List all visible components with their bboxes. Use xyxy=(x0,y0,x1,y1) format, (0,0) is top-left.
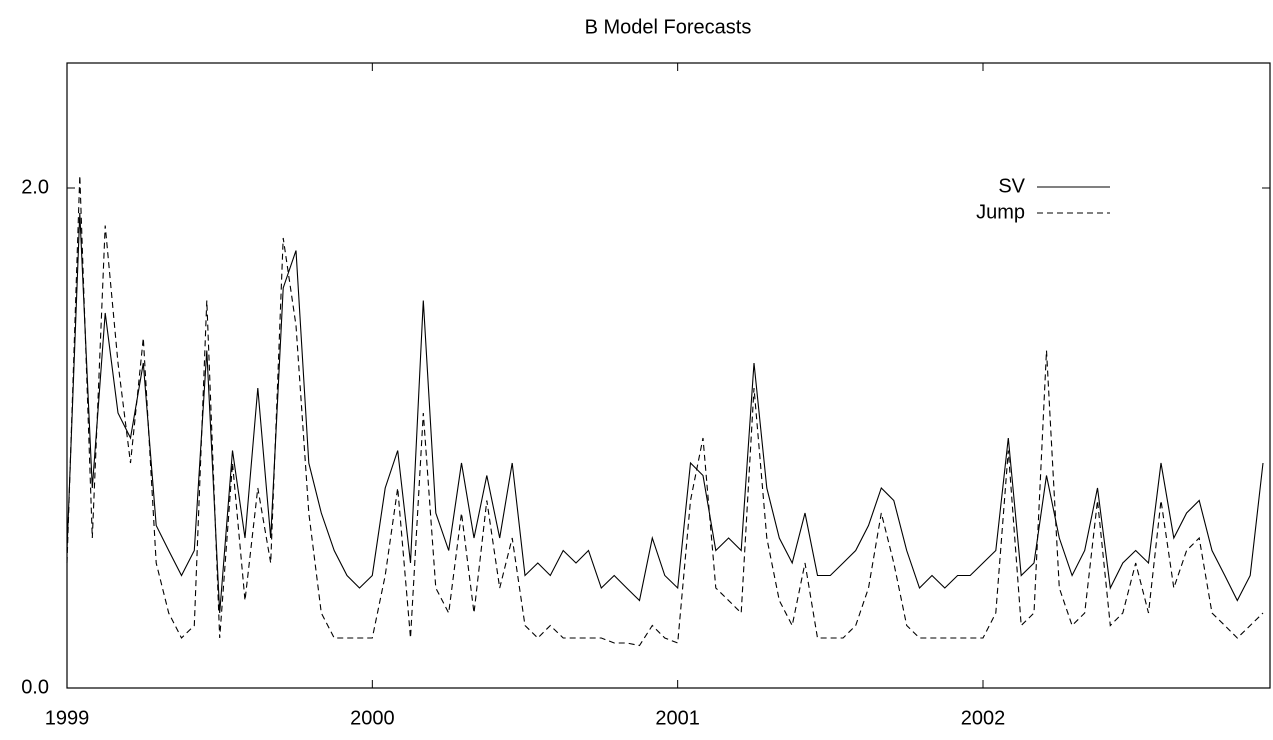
plot-frame xyxy=(66,62,1271,689)
y-tick-label: 0.0 xyxy=(21,676,49,698)
x-tick-label: 2002 xyxy=(961,707,1006,729)
x-tick-label: 2000 xyxy=(350,707,395,729)
series-line xyxy=(66,175,1264,647)
x-tick-label: 2001 xyxy=(655,707,700,729)
x-tick-label: 1999 xyxy=(45,707,90,729)
legend-label: Jump xyxy=(976,201,1025,223)
series-line xyxy=(66,212,1264,614)
chart-title: B Model Forecasts xyxy=(585,16,752,38)
legend-label: SV xyxy=(998,175,1025,197)
y-tick-label: 2.0 xyxy=(21,176,49,198)
